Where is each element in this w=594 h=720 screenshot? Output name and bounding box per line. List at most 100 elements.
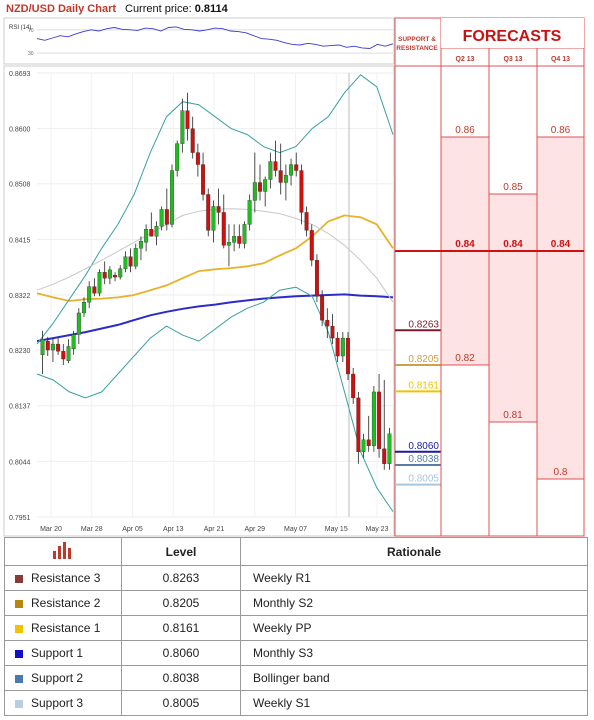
current-price-label: Current price: xyxy=(125,3,192,15)
candle-body xyxy=(304,212,309,231)
level-name: Support 2 xyxy=(31,671,84,685)
candle-body xyxy=(346,337,350,375)
level-name: Support 1 xyxy=(31,646,84,660)
table-row: Support 2 0.8038 Bollinger band xyxy=(4,665,588,691)
rsi-line xyxy=(36,26,394,49)
sr-level-label: 0.8005 xyxy=(408,474,439,485)
candle-body xyxy=(159,209,164,227)
candle-body xyxy=(325,319,330,327)
level-color-swatch xyxy=(15,649,23,658)
candle-body xyxy=(201,164,206,195)
support-resistance-panel xyxy=(394,17,442,537)
forecast-title-bg xyxy=(441,18,584,48)
rsi-tick-label: 30 xyxy=(28,51,34,57)
x-tick-label: Apr 13 xyxy=(163,526,184,533)
candle-body xyxy=(377,391,382,449)
table-row: Support 3 0.8005 Weekly S1 xyxy=(4,690,588,716)
candle-body xyxy=(314,260,319,297)
forecast-quarter: Q3 13 xyxy=(503,56,522,63)
current-price-value: 0.8114 xyxy=(194,3,228,15)
forecast-value: 0.81 xyxy=(503,410,523,421)
levels-table: Level Rationale Resistance 3 0.8263 Weekly… xyxy=(4,537,588,716)
candle-body xyxy=(82,302,86,314)
table-row: Resistance 1 0.8161 Weekly PP xyxy=(4,615,588,641)
level-rationale: Weekly PP xyxy=(240,615,588,641)
candle-body xyxy=(185,110,190,129)
table-row: Support 1 0.8060 Monthly S3 xyxy=(4,640,588,666)
level-color-swatch xyxy=(15,624,23,633)
candle-body xyxy=(273,161,278,171)
indicator-line xyxy=(36,293,394,343)
forecast-value: 0.85 xyxy=(503,182,523,193)
candle-body xyxy=(340,337,345,357)
y-tick-label: 0.8693 xyxy=(9,71,31,78)
candle-body xyxy=(258,182,262,192)
candle-body xyxy=(221,212,226,246)
x-tick-label: Mar 20 xyxy=(40,526,62,533)
candle-body xyxy=(45,340,50,351)
chart-title: NZD/USD Daily Chart xyxy=(6,3,117,15)
y-tick-label: 0.7951 xyxy=(9,515,31,522)
level-name: Resistance 1 xyxy=(31,621,101,635)
candle-body xyxy=(164,209,169,225)
level-color-swatch xyxy=(15,699,23,708)
candle-body xyxy=(50,343,55,351)
sr-level-label: 0.8205 xyxy=(408,354,439,365)
candle-body xyxy=(242,224,247,244)
candle-body xyxy=(102,272,107,279)
table-row: Resistance 3 0.8263 Weekly R1 xyxy=(4,565,588,591)
level-name: Resistance 2 xyxy=(31,596,101,610)
candle-body xyxy=(180,110,185,144)
row-name-cell: Support 3 xyxy=(4,690,122,716)
rsi-label: RSI (14) xyxy=(9,25,31,31)
x-tick-label: Mar 28 xyxy=(81,526,103,533)
candle-body xyxy=(335,337,340,357)
x-tick-label: May 07 xyxy=(284,526,307,533)
candle-body xyxy=(144,229,149,243)
x-tick-label: Apr 05 xyxy=(122,526,143,533)
level-rationale: Monthly S2 xyxy=(240,590,588,616)
price-panel xyxy=(3,65,395,537)
level-color-swatch xyxy=(15,599,23,608)
x-tick-label: May 15 xyxy=(325,526,348,533)
level-color-swatch xyxy=(15,674,23,683)
candle-body xyxy=(252,182,257,201)
candle-body xyxy=(283,175,288,183)
forecast-value: 0.86 xyxy=(551,125,571,136)
indicator-line xyxy=(36,214,394,302)
sr-level-label: 0.8060 xyxy=(408,441,439,452)
candle-body xyxy=(309,230,314,261)
level-name: Resistance 3 xyxy=(31,571,101,585)
candle-body xyxy=(123,256,128,269)
candle-body xyxy=(361,439,366,452)
candle-body xyxy=(92,286,97,294)
candle-body xyxy=(56,343,61,352)
forecast-value: 0.84 xyxy=(551,239,571,250)
y-tick-label: 0.8044 xyxy=(9,459,31,466)
rsi-panel xyxy=(3,17,395,65)
candle-body xyxy=(320,296,325,321)
forecast-band xyxy=(489,194,537,422)
candle-body xyxy=(76,312,81,335)
candle-body xyxy=(128,256,133,267)
level-rationale: Weekly S1 xyxy=(240,690,588,716)
forecast-value: 0.84 xyxy=(503,239,523,250)
forecast-quarter: Q2 13 xyxy=(455,56,474,63)
x-tick-label: May 23 xyxy=(366,526,389,533)
y-tick-label: 0.8137 xyxy=(9,404,31,411)
level-value: 0.8060 xyxy=(121,640,241,666)
y-tick-label: 0.8230 xyxy=(9,348,31,355)
candle-body xyxy=(61,351,66,360)
candle-body xyxy=(294,164,299,171)
x-tick-label: Apr 21 xyxy=(204,526,225,533)
y-tick-label: 0.8415 xyxy=(9,237,31,244)
forecast-value: 0.86 xyxy=(455,125,475,136)
candle-body xyxy=(289,164,294,176)
candle-body xyxy=(195,152,200,165)
candle-body xyxy=(133,248,138,267)
candle-body xyxy=(382,448,387,464)
candle-body xyxy=(278,170,283,183)
candle-body xyxy=(170,170,174,225)
candle-body xyxy=(330,325,335,339)
indicator-line xyxy=(36,286,394,512)
